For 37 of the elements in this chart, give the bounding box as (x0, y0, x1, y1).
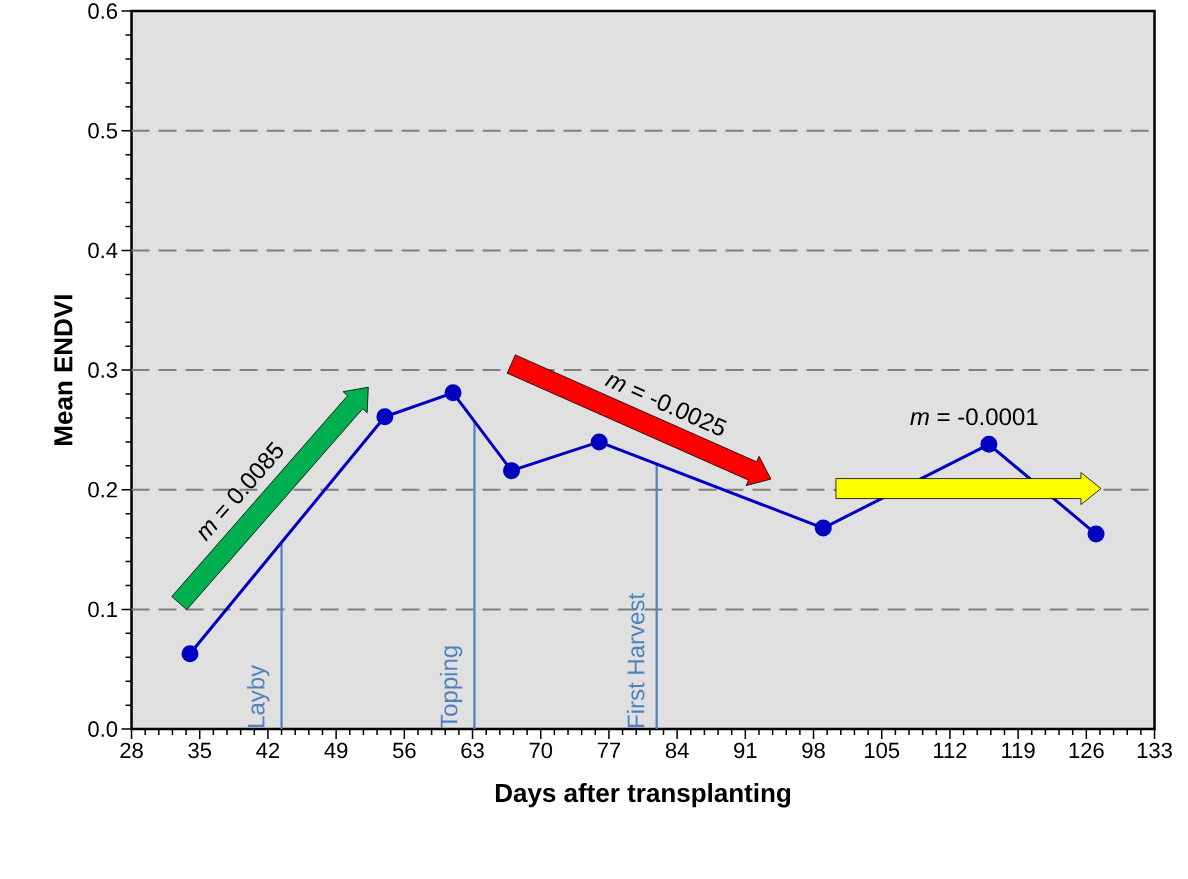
y-tick-label: 0.0 (88, 721, 118, 738)
x-tick-label: 56 (392, 742, 416, 759)
point (444, 384, 462, 402)
x-tick-label: 70 (529, 742, 553, 759)
point (503, 462, 520, 480)
y-tick-label: 0.6 (88, 3, 118, 20)
ref-line-label: First Harvest (626, 593, 645, 728)
point (1087, 525, 1105, 543)
y-axis-title: Mean ENDVI (54, 295, 73, 446)
x-tick-label: 49 (324, 742, 348, 759)
x-tick-label: 84 (665, 742, 689, 759)
point (814, 519, 832, 537)
y-tick-label: 0.2 (88, 482, 117, 498)
y-tick-label: 0.5 (88, 123, 118, 139)
x-axis-title: Days after transplanting (495, 783, 791, 808)
x-tick-label: 119 (1002, 742, 1035, 759)
y-tick-label: 0.1 (88, 601, 117, 618)
x-tick-label: 91 (734, 742, 757, 759)
y-tick-label: 0.3 (88, 362, 118, 379)
x-tick-label: 42 (256, 742, 280, 759)
x-tick-label: 35 (188, 742, 212, 759)
point (980, 435, 998, 453)
annotation: m = -0.0001 (910, 408, 1038, 426)
point (590, 433, 608, 451)
y-tick-label: 0.4 (88, 242, 118, 259)
x-tick-label: 105 (865, 742, 900, 759)
x-tick-label: 112 (934, 742, 967, 759)
x-tick-label: 98 (802, 742, 825, 759)
x-tick-label: 126 (1069, 742, 1104, 759)
point (181, 645, 199, 663)
x-tick-label: 28 (120, 742, 143, 759)
x-tick-label: 63 (461, 742, 484, 759)
x-tick-label: 133 (1137, 742, 1172, 759)
ref-line-label: Layby (247, 665, 270, 728)
x-tick-label: 77 (597, 742, 621, 758)
point (376, 408, 394, 426)
ref-line-label: Topping (439, 646, 463, 729)
